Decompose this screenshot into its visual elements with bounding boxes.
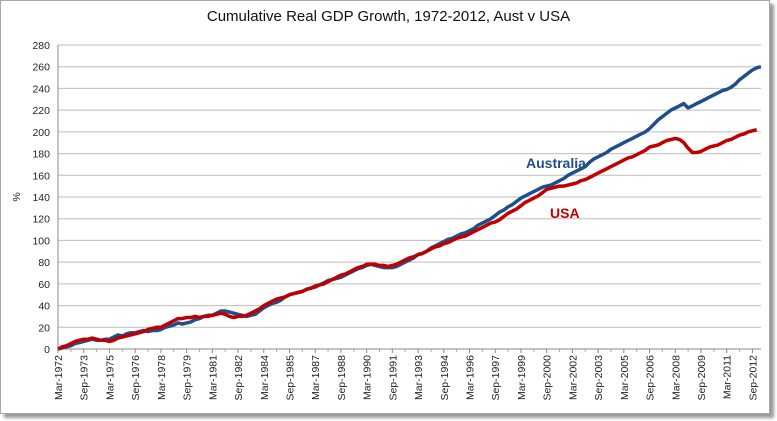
x-tick-label: Mar-1996 (465, 355, 477, 400)
x-tick-label: Mar-1999 (516, 355, 528, 400)
x-tick-label: Sep-1994 (439, 355, 451, 401)
series-lines (57, 65, 762, 351)
y-tick-label: 20 (38, 322, 50, 334)
y-tick-label: 180 (32, 149, 50, 161)
chart-title: Cumulative Real GDP Growth, 1972-2012, A… (206, 8, 571, 25)
x-tick-label: Sep-2003 (593, 355, 605, 401)
x-tick-label: Mar-1981 (207, 355, 219, 400)
y-tick-label: 0 (44, 344, 50, 356)
x-tick-label: Sep-1976 (130, 355, 142, 401)
x-tick-label: Mar-1984 (259, 355, 271, 400)
x-tick-label: Mar-2011 (722, 355, 734, 399)
x-tick-label: Sep-1988 (336, 355, 348, 401)
annotation-usa: USA (550, 205, 580, 221)
x-tick-label: Mar-2008 (670, 355, 682, 400)
y-tick-label: 160 (32, 170, 50, 182)
y-tick-label: 240 (32, 83, 50, 95)
x-tick-label: Sep-1979 (182, 355, 194, 401)
series-line-australia (57, 65, 762, 351)
y-tick-label: 80 (38, 257, 50, 269)
y-tick-label: 120 (32, 214, 50, 226)
x-tick-label: Mar-2002 (567, 355, 579, 400)
y-axis-label: % (11, 192, 23, 201)
x-tick-label: Mar-1972 (53, 355, 65, 400)
y-tick-label: 100 (32, 235, 50, 247)
x-tick-label: Sep-2012 (747, 355, 759, 401)
x-tick-label: Sep-2000 (542, 355, 554, 401)
y-tick-label: 280 (32, 40, 50, 52)
x-tick-label: Mar-1990 (362, 355, 374, 400)
x-tick-label: Sep-2006 (645, 355, 657, 401)
y-tick-label: 140 (32, 192, 50, 204)
x-tick-label: Sep-1982 (233, 355, 245, 401)
annotation-australia: Australia (526, 155, 586, 171)
y-tick-label: 200 (32, 127, 50, 139)
series-line-usa (57, 128, 758, 351)
x-tick-label: Sep-1991 (387, 355, 399, 401)
x-axis (57, 349, 753, 353)
x-axis-ticks: Mar-1972 Sep-1973 Mar-1975 Sep-1976 Mar-1978… (53, 355, 759, 401)
x-tick-label: Sep-1985 (284, 355, 296, 401)
y-tick-label: 220 (32, 105, 50, 117)
x-tick-label: Sep-1973 (79, 355, 91, 401)
chart-frame (0, 0, 770, 414)
x-tick-label: Mar-1987 (310, 355, 322, 400)
gridlines (57, 44, 761, 350)
x-tick-label: Sep-2009 (696, 355, 708, 401)
x-tick-label: Mar-1975 (104, 355, 116, 400)
y-tick-label: 260 (32, 62, 50, 74)
y-tick-label: 40 (38, 301, 50, 313)
x-tick-label: Mar-2005 (619, 355, 631, 400)
y-axis-ticks: 0 20 40 60 80 100 120 140 160 180 200 220 240 260 280 (32, 40, 50, 356)
x-tick-label: Mar-1993 (413, 355, 425, 400)
y-tick-label: 60 (38, 279, 50, 291)
x-tick-label: Mar-1978 (156, 355, 168, 400)
x-tick-label: Sep-1997 (490, 355, 502, 401)
